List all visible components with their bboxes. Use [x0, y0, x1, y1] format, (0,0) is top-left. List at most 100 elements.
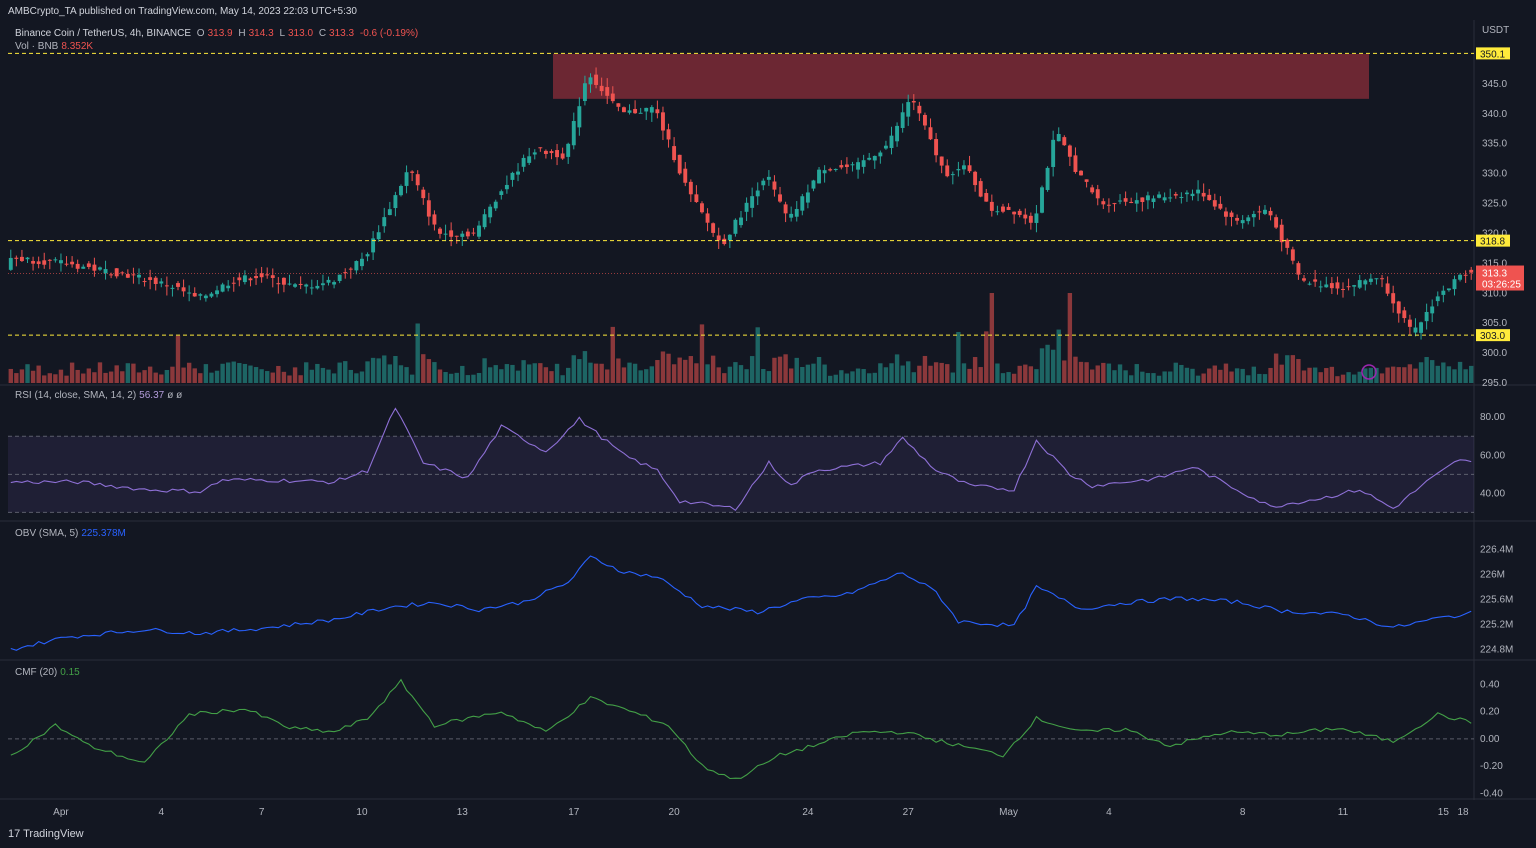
candle-body	[610, 93, 615, 102]
volume-bar	[827, 375, 833, 383]
volume-bar	[666, 353, 671, 383]
candle-body	[254, 276, 259, 279]
volume-bar	[1340, 374, 1346, 383]
candle-body	[1302, 278, 1306, 281]
candle-body	[1246, 217, 1251, 222]
volume-bar	[1324, 368, 1329, 383]
volume-bar	[956, 331, 961, 383]
volume-bar	[593, 363, 599, 383]
candle-body	[1123, 198, 1128, 202]
candle-body	[655, 109, 660, 114]
volume-bar	[8, 368, 13, 383]
volume-legend: Vol · BNB 8.352K	[15, 41, 96, 52]
candle-body	[276, 283, 281, 285]
candle-body	[187, 292, 192, 294]
candle-body	[828, 169, 833, 171]
volume-bar	[1017, 365, 1022, 383]
volume-bar	[816, 356, 822, 383]
candle-body	[1391, 293, 1396, 304]
candle-body	[939, 156, 944, 166]
candle-body	[1446, 288, 1451, 291]
volume-bar	[1006, 372, 1011, 383]
candle-body	[688, 181, 693, 195]
volume-bar	[833, 374, 838, 383]
price-tick-label: 315.0	[1482, 258, 1507, 269]
candle-body	[922, 114, 927, 126]
time-tick-label: May	[999, 807, 1018, 818]
level-tag	[1476, 329, 1510, 342]
candle-body	[538, 147, 543, 149]
volume-bar	[443, 372, 448, 383]
candle-body	[1129, 201, 1134, 204]
candle-body	[722, 238, 727, 245]
tradingview-logo[interactable]: 17 TradingView	[8, 828, 84, 840]
candle-body	[248, 278, 253, 281]
price-tick-label: 335.0	[1482, 139, 1507, 150]
time-tick-label: Apr	[53, 807, 69, 818]
candle-body	[1056, 134, 1061, 142]
volume-bar	[1234, 368, 1240, 383]
volume-bar	[972, 357, 978, 383]
candle-body	[895, 125, 900, 142]
volume-bar	[1346, 372, 1351, 383]
candle-body	[761, 180, 766, 186]
obv-label: OBV (SMA, 5)	[15, 528, 79, 539]
candle-body	[1079, 170, 1083, 176]
volume-bar	[476, 372, 482, 383]
candle-body	[1424, 311, 1429, 322]
volume-bar	[1385, 367, 1390, 383]
candle-body	[744, 202, 749, 212]
volume-bar	[292, 367, 298, 383]
candle-body	[309, 287, 314, 289]
volume-bar	[855, 368, 861, 383]
candle-body	[125, 274, 130, 278]
volume-bar	[86, 368, 92, 383]
volume-bar	[1218, 369, 1223, 383]
candle-body	[337, 274, 342, 281]
volume-bar	[688, 356, 694, 383]
candle-body	[137, 274, 141, 278]
candle-body	[1157, 194, 1162, 198]
candle-body	[1413, 327, 1418, 333]
volume-bar	[159, 374, 164, 383]
candle-body	[220, 284, 225, 292]
price-tick-label: 340.0	[1482, 109, 1507, 120]
candle-body	[1385, 283, 1390, 294]
rsi-value: 56.37	[139, 390, 165, 401]
candle-body	[666, 129, 671, 140]
volume-bar	[19, 369, 25, 383]
time-tick-label: 11	[1338, 807, 1349, 818]
volume-bar	[192, 368, 197, 383]
candle-body	[527, 156, 532, 163]
candle-body	[1151, 198, 1156, 203]
volume-bar	[1151, 373, 1156, 383]
candle-body	[242, 275, 247, 283]
volume-bar	[253, 367, 259, 383]
volume-bar	[671, 364, 677, 383]
price-legend: Binance Coin / TetherUS, 4h, BINANCE O 31…	[15, 28, 421, 39]
volume-bar	[989, 293, 995, 383]
volume-bar	[749, 356, 755, 383]
volume-bar	[1335, 376, 1340, 383]
candle-body	[1363, 280, 1368, 285]
candle-body	[482, 214, 487, 228]
open-label: O	[196, 28, 205, 39]
time-tick-label: 10	[356, 807, 368, 818]
candle-body	[1073, 155, 1078, 172]
volume-bar	[448, 373, 454, 383]
candle-body	[1006, 206, 1011, 211]
last-price-label: 313.3	[1482, 269, 1507, 280]
volume-bar	[1301, 370, 1307, 383]
volume-bar	[426, 359, 432, 383]
candle-body	[1212, 200, 1217, 207]
volume-bar	[64, 375, 69, 383]
volume-bar	[203, 364, 209, 383]
volume-bar	[1173, 362, 1178, 383]
volume-bar	[1179, 364, 1184, 383]
candle-body	[973, 171, 978, 186]
volume-bar	[437, 369, 443, 383]
volume-bar	[811, 363, 816, 383]
volume-bar	[1424, 357, 1429, 383]
volume-bar	[694, 363, 699, 383]
